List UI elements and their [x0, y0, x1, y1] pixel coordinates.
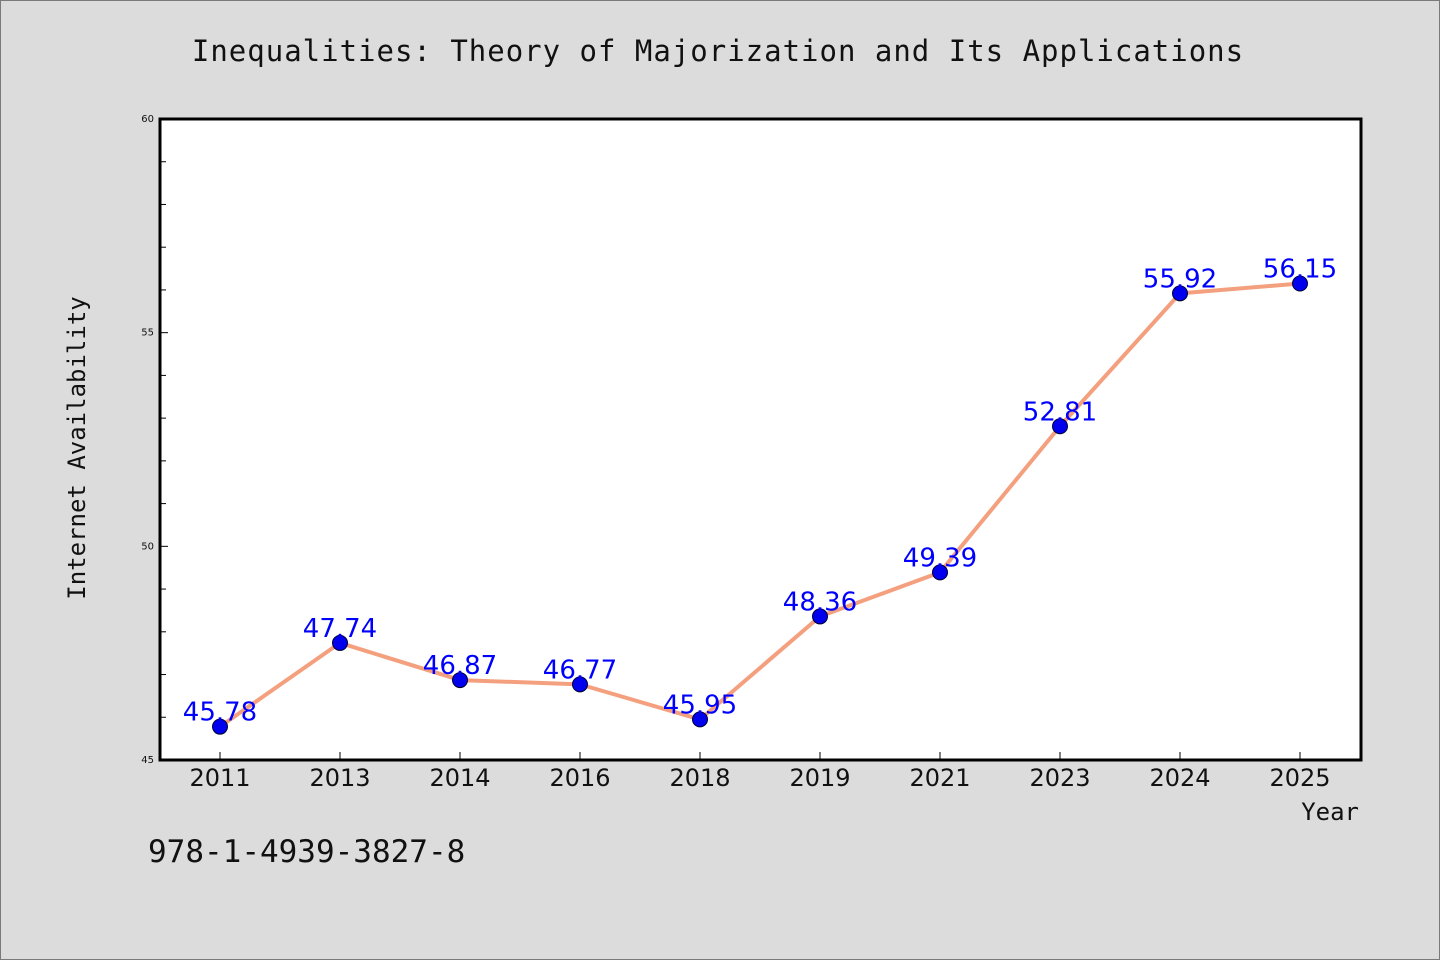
y-axis: 45 50 55 60	[141, 114, 168, 766]
x-tick-label: 2019	[789, 764, 850, 792]
data-point	[212, 718, 228, 735]
x-tick-label: 2025	[1269, 764, 1330, 792]
data-point	[1052, 418, 1068, 435]
y-tick-label: 60	[141, 114, 154, 125]
y-tick-label: 45	[141, 755, 154, 766]
data-point	[572, 676, 588, 693]
x-tick-label: 2013	[309, 764, 370, 792]
data-label: 46.87	[423, 651, 497, 681]
x-tick-label: 2024	[1149, 764, 1210, 792]
x-tick-label: 2021	[909, 764, 970, 792]
y-tick-label: 50	[141, 541, 154, 552]
series-line	[218, 281, 1302, 729]
data-label: 48.36	[783, 587, 857, 617]
data-point	[932, 564, 948, 581]
x-axis-label: Year	[1301, 798, 1359, 826]
data-label: 56.15	[1263, 255, 1337, 285]
x-tick-label: 2023	[1029, 764, 1090, 792]
data-label: 49.39	[903, 543, 977, 573]
x-tick-label: 2014	[429, 764, 490, 792]
x-tick-label: 2018	[669, 764, 730, 792]
plot-area	[158, 117, 1363, 762]
data-label: 52.81	[1023, 397, 1097, 427]
x-tick-label: 2016	[549, 764, 610, 792]
series-layer: 45.78 47.74 46.87 46.77 45.95 48.36 49.39 52.81…	[183, 255, 1337, 735]
data-point	[332, 634, 348, 651]
chart-title: Inequalities: Theory of Majorization and…	[191, 34, 1245, 68]
data-point	[1172, 285, 1188, 302]
data-label: 45.95	[663, 690, 737, 720]
data-label: 55.92	[1143, 264, 1217, 294]
y-tick-label: 55	[141, 328, 154, 339]
data-point	[1292, 275, 1308, 292]
data-point	[812, 608, 828, 625]
y-axis-label: Internet Availability	[63, 296, 91, 599]
x-axis: 2011 2013 2014 2016 2018 2019 2021 2023 2024 2025	[189, 752, 1331, 792]
data-point	[692, 711, 708, 728]
data-point	[452, 672, 468, 689]
data-label: 47.74	[303, 614, 377, 644]
isbn-label: 978-1-4939-3827-8	[148, 834, 466, 870]
data-label: 46.77	[543, 655, 617, 685]
data-label: 45.78	[183, 698, 257, 728]
x-tick-label: 2011	[189, 764, 250, 792]
